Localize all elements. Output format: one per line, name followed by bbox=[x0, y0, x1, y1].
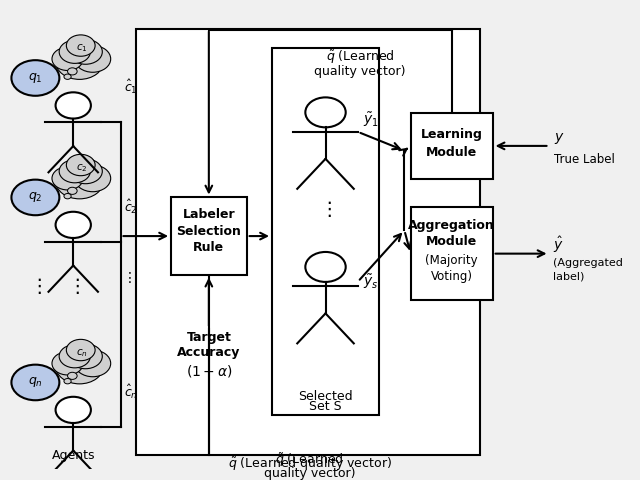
Bar bbox=[136, 29, 480, 455]
Bar bbox=[171, 197, 246, 275]
Text: $\tilde{y}_1$: $\tilde{y}_1$ bbox=[364, 111, 380, 130]
Circle shape bbox=[75, 46, 111, 72]
Text: $\tilde{q}$ (Learned quality vector): $\tilde{q}$ (Learned quality vector) bbox=[228, 456, 392, 473]
Circle shape bbox=[56, 92, 91, 119]
Circle shape bbox=[68, 68, 77, 75]
Circle shape bbox=[305, 97, 346, 127]
Text: quality vector): quality vector) bbox=[314, 65, 406, 78]
Text: $\vdots$: $\vdots$ bbox=[29, 276, 42, 297]
Circle shape bbox=[52, 352, 83, 375]
Text: True Label: True Label bbox=[554, 154, 615, 167]
Text: $\vdots$: $\vdots$ bbox=[319, 199, 332, 219]
Circle shape bbox=[12, 60, 60, 96]
Circle shape bbox=[59, 345, 90, 368]
Text: $q_1$: $q_1$ bbox=[28, 71, 43, 85]
Circle shape bbox=[56, 163, 104, 199]
Circle shape bbox=[64, 379, 71, 384]
Circle shape bbox=[68, 39, 102, 64]
Text: label): label) bbox=[552, 271, 584, 281]
Circle shape bbox=[12, 180, 60, 215]
Circle shape bbox=[12, 365, 60, 400]
Text: Target: Target bbox=[186, 332, 231, 345]
Bar bbox=[411, 113, 493, 179]
Text: Labeler: Labeler bbox=[182, 208, 235, 221]
Circle shape bbox=[68, 159, 102, 184]
Text: Set S: Set S bbox=[309, 400, 342, 413]
Circle shape bbox=[64, 74, 71, 79]
Circle shape bbox=[56, 44, 104, 79]
Circle shape bbox=[56, 397, 91, 423]
Circle shape bbox=[68, 187, 77, 194]
Circle shape bbox=[67, 339, 95, 360]
Text: Voting): Voting) bbox=[431, 270, 473, 283]
Circle shape bbox=[67, 155, 95, 176]
Circle shape bbox=[305, 252, 346, 282]
Circle shape bbox=[75, 165, 111, 192]
Circle shape bbox=[75, 350, 111, 377]
Text: $\hat{c}_1$: $\hat{c}_1$ bbox=[124, 78, 138, 96]
Text: $\hat{y}$: $\hat{y}$ bbox=[552, 235, 563, 255]
Text: Agents: Agents bbox=[51, 448, 95, 462]
Text: $c_2$: $c_2$ bbox=[76, 162, 87, 174]
Circle shape bbox=[59, 160, 90, 183]
Text: Module: Module bbox=[426, 146, 477, 159]
Circle shape bbox=[59, 40, 90, 63]
Text: Module: Module bbox=[426, 235, 477, 249]
Text: Aggregation: Aggregation bbox=[408, 219, 495, 232]
Text: $(1-\alpha)$: $(1-\alpha)$ bbox=[186, 363, 232, 379]
Text: Learning: Learning bbox=[420, 128, 483, 141]
Text: $\hat{c}_2$: $\hat{c}_2$ bbox=[124, 198, 138, 216]
Text: quality vector): quality vector) bbox=[264, 468, 355, 480]
Text: $\vdots$: $\vdots$ bbox=[122, 270, 132, 285]
Text: $q_2$: $q_2$ bbox=[28, 191, 43, 204]
Text: $y$: $y$ bbox=[554, 132, 565, 146]
Circle shape bbox=[68, 344, 102, 369]
Text: $\hat{c}_n$: $\hat{c}_n$ bbox=[124, 383, 138, 401]
Text: (Majority: (Majority bbox=[426, 254, 478, 267]
Text: $\tilde{y}_s$: $\tilde{y}_s$ bbox=[364, 273, 379, 291]
Text: $q_n$: $q_n$ bbox=[28, 375, 43, 389]
Text: Selected: Selected bbox=[298, 390, 353, 403]
Circle shape bbox=[56, 212, 91, 238]
Circle shape bbox=[56, 348, 104, 384]
Circle shape bbox=[52, 167, 83, 190]
Text: Accuracy: Accuracy bbox=[177, 347, 241, 360]
Text: (Aggregated: (Aggregated bbox=[552, 258, 623, 268]
Text: $c_n$: $c_n$ bbox=[76, 347, 87, 359]
Text: Selection: Selection bbox=[177, 225, 241, 238]
Text: $\tilde{q}$ (Learned: $\tilde{q}$ (Learned bbox=[275, 452, 344, 469]
Circle shape bbox=[64, 193, 71, 199]
Circle shape bbox=[68, 372, 77, 379]
Text: $c_1$: $c_1$ bbox=[76, 43, 87, 54]
Text: $\tilde{q}$ (Learned: $\tilde{q}$ (Learned bbox=[326, 48, 395, 66]
Text: Rule: Rule bbox=[193, 241, 225, 254]
Bar bbox=[272, 48, 379, 415]
Text: $\vdots$: $\vdots$ bbox=[67, 276, 79, 297]
Circle shape bbox=[67, 35, 95, 56]
Circle shape bbox=[52, 48, 83, 71]
Bar bbox=[411, 207, 493, 300]
